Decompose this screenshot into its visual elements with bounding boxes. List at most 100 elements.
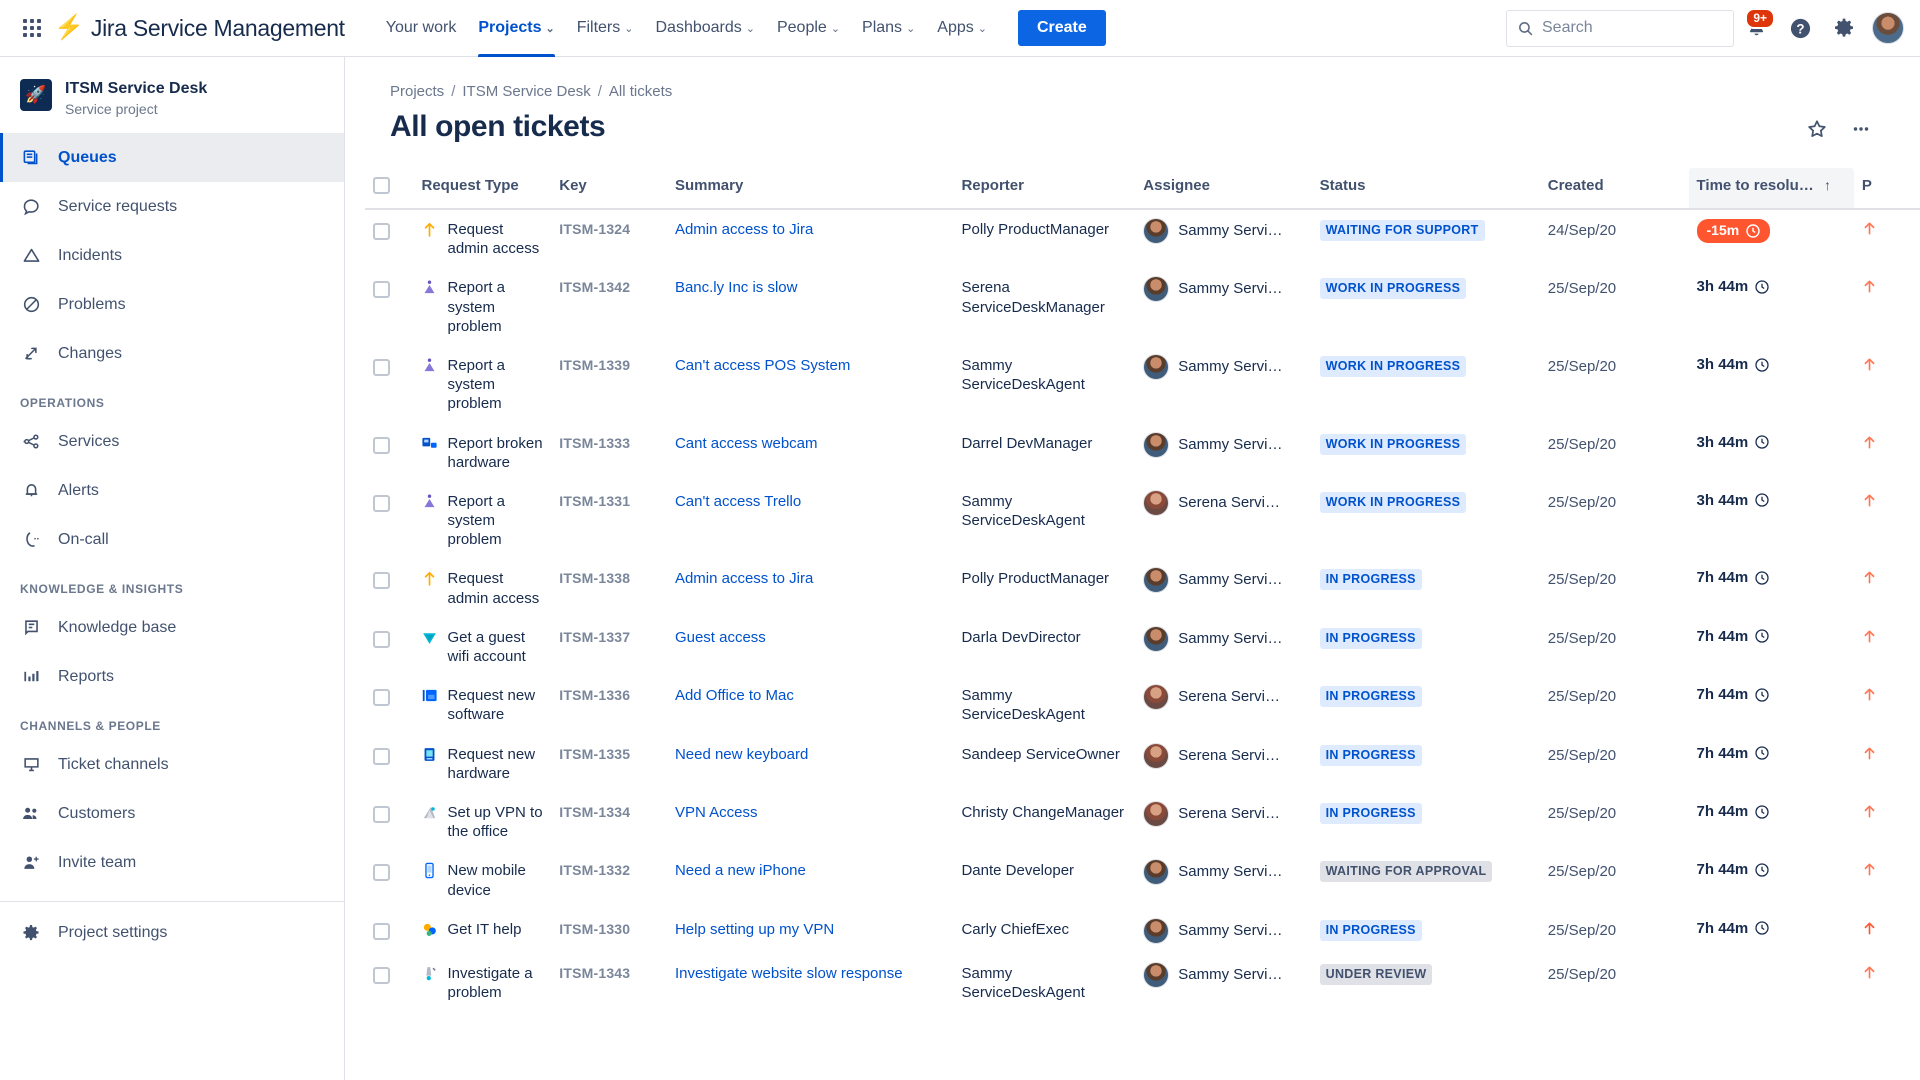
table-row[interactable]: Report a system problem ITSM-1342 Banc.ly … bbox=[365, 268, 1920, 346]
table-row[interactable]: Request admin access ITSM-1324 Admin acces… bbox=[365, 209, 1920, 268]
breadcrumb-item-projects[interactable]: Projects bbox=[390, 83, 445, 100]
nav-item-filters[interactable]: Filters ⌄ bbox=[566, 0, 645, 57]
priority-arrow-up-icon[interactable] bbox=[1862, 627, 1912, 645]
status-badge[interactable]: WORK IN PROGRESS bbox=[1319, 278, 1467, 300]
brand-home-link[interactable]: ⚡ Jira Service Management bbox=[54, 15, 345, 42]
summary-link[interactable]: Need a new iPhone bbox=[674, 862, 806, 880]
table-row[interactable]: Set up VPN to the office ITSM-1334 VPN Acc… bbox=[365, 793, 1920, 851]
priority-arrow-up-icon[interactable] bbox=[1862, 433, 1912, 451]
priority-arrow-up-icon[interactable] bbox=[1862, 919, 1912, 937]
summary-link[interactable]: Investigate website slow response bbox=[674, 964, 903, 982]
status-badge[interactable]: WAITING FOR APPROVAL bbox=[1319, 861, 1493, 883]
column-header-request-type[interactable]: Request Type bbox=[413, 168, 552, 210]
issue-key-cell[interactable]: ITSM-1336 bbox=[559, 687, 631, 704]
sidebar-item-on-call[interactable]: On-call bbox=[0, 515, 344, 564]
status-badge[interactable]: WORK IN PROGRESS bbox=[1319, 491, 1467, 513]
table-row[interactable]: Report broken hardware ITSM-1333 Cant acce… bbox=[365, 424, 1920, 482]
sidebar-item-problems[interactable]: Problems bbox=[0, 280, 344, 329]
checkbox-icon[interactable] bbox=[373, 966, 390, 984]
help-circle-icon[interactable]: ? bbox=[1778, 6, 1822, 50]
table-row[interactable]: Request new hardware ITSM-1335 Need new ke… bbox=[365, 735, 1920, 793]
sidebar-item-project-settings[interactable]: Project settings bbox=[0, 908, 344, 957]
ellipsis-icon[interactable] bbox=[1844, 112, 1878, 146]
checkbox-icon[interactable] bbox=[373, 630, 390, 648]
summary-link[interactable]: Add Office to Mac bbox=[674, 687, 794, 705]
issue-key-cell[interactable]: ITSM-1338 bbox=[559, 570, 631, 587]
checkbox-icon[interactable] bbox=[373, 747, 390, 765]
column-header-reporter[interactable]: Reporter bbox=[953, 168, 1136, 210]
sidebar-item-ticket-channels[interactable]: Ticket channels bbox=[0, 740, 344, 789]
status-badge[interactable]: IN PROGRESS bbox=[1319, 686, 1422, 708]
user-avatar[interactable] bbox=[1872, 12, 1904, 44]
priority-arrow-up-icon[interactable] bbox=[1862, 491, 1912, 509]
issue-key-cell[interactable]: ITSM-1339 bbox=[559, 356, 631, 373]
nav-item-dashboards[interactable]: Dashboards ⌄ bbox=[644, 0, 766, 57]
column-header-summary[interactable]: Summary bbox=[666, 168, 954, 210]
issue-key-cell[interactable]: ITSM-1335 bbox=[559, 745, 631, 762]
priority-arrow-up-icon[interactable] bbox=[1862, 802, 1912, 820]
priority-arrow-up-icon[interactable] bbox=[1862, 860, 1912, 878]
issue-key-cell[interactable]: ITSM-1334 bbox=[559, 803, 631, 820]
column-header-priority[interactable]: P bbox=[1853, 168, 1920, 210]
issue-key-cell[interactable]: ITSM-1342 bbox=[559, 279, 631, 296]
issue-key-cell[interactable]: ITSM-1324 bbox=[559, 221, 631, 237]
nav-item-plans[interactable]: Plans ⌄ bbox=[851, 0, 926, 57]
summary-link[interactable]: Admin access to Jira bbox=[674, 570, 814, 588]
status-badge[interactable]: IN PROGRESS bbox=[1319, 744, 1422, 766]
table-row[interactable]: Investigate a problem ITSM-1343 Investigat… bbox=[365, 954, 1920, 1012]
table-row[interactable]: Get a guest wifi account ITSM-1337 Guest a… bbox=[365, 618, 1920, 676]
issue-key-cell[interactable]: ITSM-1332 bbox=[559, 862, 631, 879]
checkbox-icon[interactable] bbox=[373, 436, 390, 454]
grid-apps-icon[interactable] bbox=[16, 12, 48, 44]
priority-arrow-up-icon[interactable] bbox=[1862, 685, 1912, 703]
summary-link[interactable]: Can't access POS System bbox=[674, 356, 851, 374]
status-badge[interactable]: IN PROGRESS bbox=[1319, 919, 1422, 941]
column-header-assignee[interactable]: Assignee bbox=[1135, 168, 1312, 210]
priority-arrow-up-icon[interactable] bbox=[1862, 744, 1912, 762]
sidebar-item-service-requests[interactable]: Service requests bbox=[0, 182, 344, 231]
checkbox-icon[interactable] bbox=[373, 572, 390, 590]
checkbox-icon[interactable] bbox=[373, 494, 390, 512]
checkbox-icon[interactable] bbox=[373, 922, 390, 940]
table-row[interactable]: Request new software ITSM-1336 Add Office … bbox=[365, 676, 1920, 734]
summary-link[interactable]: Admin access to Jira bbox=[674, 221, 814, 238]
checkbox-icon[interactable] bbox=[373, 689, 390, 707]
issue-key-cell[interactable]: ITSM-1337 bbox=[559, 628, 631, 645]
bell-icon[interactable]: 9+ bbox=[1734, 6, 1778, 50]
column-header-key[interactable]: Key bbox=[551, 168, 667, 210]
status-badge[interactable]: WAITING FOR SUPPORT bbox=[1319, 220, 1485, 241]
nav-item-projects[interactable]: Projects ⌄ bbox=[467, 0, 565, 57]
sidebar-item-queues[interactable]: Queues bbox=[0, 133, 344, 182]
checkbox-icon[interactable] bbox=[373, 805, 390, 823]
table-row[interactable]: New mobile device ITSM-1332 Need a new iPh… bbox=[365, 851, 1920, 909]
column-header-status[interactable]: Status bbox=[1311, 168, 1540, 210]
table-row[interactable]: Request admin access ITSM-1338 Admin acces… bbox=[365, 559, 1920, 617]
priority-arrow-up-icon[interactable] bbox=[1862, 277, 1912, 295]
sidebar-item-knowledge-base[interactable]: Knowledge base bbox=[0, 603, 344, 652]
priority-arrow-up-icon[interactable] bbox=[1862, 963, 1912, 981]
checkbox-icon[interactable] bbox=[373, 281, 390, 299]
checkbox-icon[interactable] bbox=[373, 864, 390, 882]
summary-link[interactable]: Can't access Trello bbox=[674, 492, 802, 510]
nav-item-apps[interactable]: Apps ⌄ bbox=[926, 0, 998, 57]
table-row[interactable]: Report a system problem ITSM-1331 Can't ac… bbox=[365, 482, 1920, 560]
column-header-time-to-resolution[interactable]: Time to resolu… ↑ bbox=[1688, 168, 1854, 210]
status-badge[interactable]: IN PROGRESS bbox=[1319, 627, 1422, 649]
priority-arrow-up-icon[interactable] bbox=[1862, 568, 1912, 586]
status-badge[interactable]: IN PROGRESS bbox=[1319, 802, 1422, 824]
sidebar-item-customers[interactable]: Customers bbox=[0, 789, 344, 838]
star-outline-icon[interactable] bbox=[1800, 112, 1834, 146]
issue-key-cell[interactable]: ITSM-1343 bbox=[559, 964, 631, 981]
status-badge[interactable]: WORK IN PROGRESS bbox=[1319, 355, 1467, 377]
gear-icon[interactable] bbox=[1822, 6, 1866, 50]
summary-link[interactable]: Cant access webcam bbox=[674, 434, 818, 452]
project-header[interactable]: 🚀 ITSM Service Desk Service project bbox=[0, 57, 344, 133]
nav-item-your-work[interactable]: Your work bbox=[375, 0, 468, 57]
checkbox-icon[interactable] bbox=[373, 177, 390, 194]
checkbox-icon[interactable] bbox=[373, 358, 390, 376]
create-button[interactable]: Create bbox=[1017, 10, 1106, 46]
sidebar-item-alerts[interactable]: Alerts bbox=[0, 466, 344, 515]
sidebar-item-invite-team[interactable]: Invite team bbox=[0, 838, 344, 887]
summary-link[interactable]: Help setting up my VPN bbox=[674, 920, 835, 938]
priority-arrow-up-icon[interactable] bbox=[1862, 219, 1912, 237]
